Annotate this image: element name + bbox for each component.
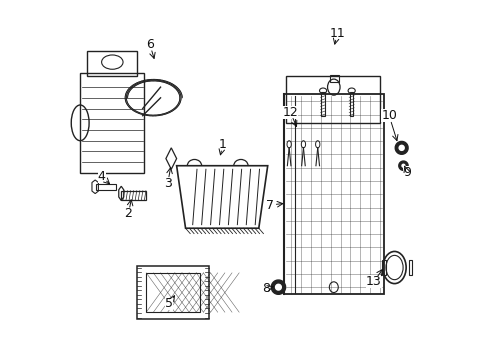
Text: 9: 9 <box>402 166 410 179</box>
Bar <box>146 273 200 312</box>
Bar <box>121 191 146 200</box>
Bar <box>96 184 116 190</box>
Bar <box>408 260 411 275</box>
Bar <box>381 260 385 275</box>
Bar <box>329 75 339 82</box>
Text: 1: 1 <box>219 138 226 151</box>
Bar <box>285 76 380 123</box>
Text: 3: 3 <box>163 177 171 190</box>
Bar <box>80 73 144 173</box>
Bar <box>87 51 137 76</box>
Bar <box>137 266 208 319</box>
Text: 7: 7 <box>265 198 273 212</box>
Text: 2: 2 <box>124 207 132 220</box>
Bar <box>349 93 353 116</box>
Text: 12: 12 <box>282 105 298 119</box>
Text: 4: 4 <box>98 170 105 183</box>
Text: 8: 8 <box>262 283 269 296</box>
Bar <box>321 93 324 116</box>
Text: 5: 5 <box>165 297 173 310</box>
Bar <box>283 94 383 294</box>
Text: 6: 6 <box>145 38 153 51</box>
Text: 13: 13 <box>365 275 381 288</box>
Text: 10: 10 <box>381 109 396 122</box>
Text: 11: 11 <box>329 27 345 40</box>
